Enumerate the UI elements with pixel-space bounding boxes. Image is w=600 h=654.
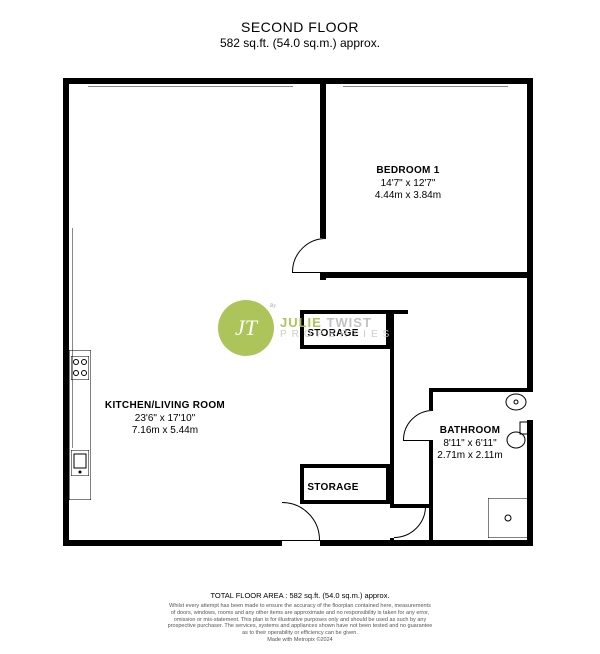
disclaimer-line: Made with Metropix ©2024 <box>60 637 540 644</box>
door-leaf <box>282 540 320 541</box>
wall-segment <box>429 440 433 546</box>
wall-segment <box>527 78 533 388</box>
wall-segment <box>63 540 282 546</box>
kitchen-sink-icon <box>71 450 89 476</box>
total-floor-area: TOTAL FLOOR AREA : 582 sq.ft. (54.0 sq.m… <box>60 591 540 600</box>
floorplan-footer: TOTAL FLOOR AREA : 582 sq.ft. (54.0 sq.m… <box>0 591 600 644</box>
disclaimer-line: omission or mis-statement. This plan is … <box>60 617 540 624</box>
wall-segment <box>63 78 533 84</box>
disclaimer-line: Whilst every attempt has been made to en… <box>60 603 540 610</box>
wall-segment <box>300 464 390 468</box>
window-line <box>88 86 293 87</box>
brand-logo: JTByJULIE TWISTPROPERTIES <box>218 300 394 356</box>
room-label-bathroom: BATHROOM8'11" x 6'11"2.71m x 2.11m <box>437 425 502 463</box>
toilet-icon <box>506 420 532 450</box>
room-label-bedroom1: BEDROOM 114'7" x 12'7"4.44m x 3.84m <box>375 165 441 203</box>
window-line <box>343 86 508 87</box>
wall-segment <box>300 500 390 504</box>
door-leaf <box>403 440 433 441</box>
logo-text: JULIE TWISTPROPERTIES <box>280 316 394 340</box>
door-leaf <box>394 506 426 507</box>
logo-badge: JTBy <box>218 300 274 356</box>
wall-segment <box>320 78 326 238</box>
shower-icon <box>488 498 528 538</box>
wall-segment <box>429 388 433 410</box>
basin-icon <box>504 392 528 412</box>
wall-segment <box>300 464 304 504</box>
wall-segment <box>320 540 533 546</box>
hob-icon <box>71 356 89 380</box>
floorplan-stage: KITCHEN/LIVING ROOM23'6" x 17'10"7.16m x… <box>0 0 600 654</box>
room-label-storage2: STORAGE <box>307 482 358 495</box>
disclaimer-line: prospective purchaser. The services, sys… <box>60 623 540 630</box>
disclaimer-line: of doors, windows, rooms and any other i… <box>60 610 540 617</box>
room-label-kitchen-living: KITCHEN/LIVING ROOM23'6" x 17'10"7.16m x… <box>105 400 225 438</box>
door-leaf <box>292 272 326 273</box>
wall-segment <box>390 538 394 546</box>
wall-segment <box>320 272 533 278</box>
